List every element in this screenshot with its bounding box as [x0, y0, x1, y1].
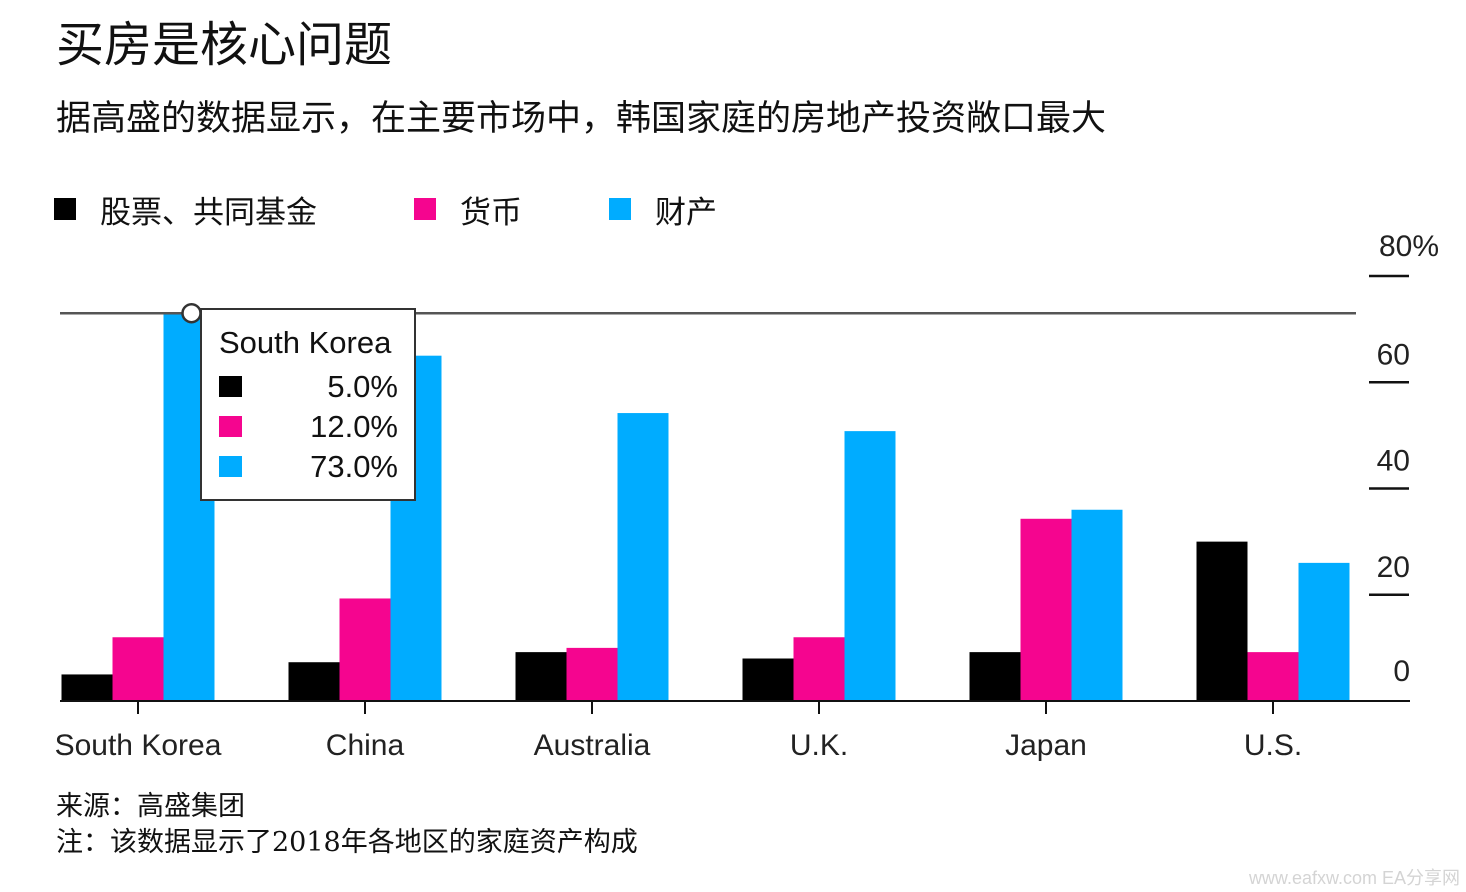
legend-swatch-property [609, 198, 631, 220]
tooltip-value-stocks: 5.0% [327, 369, 398, 404]
tooltip-swatch-stocks [219, 376, 242, 397]
bar-china-series-1[interactable] [339, 598, 391, 701]
legend-item-currency[interactable]: 货币 [414, 187, 609, 232]
source-note: 来源：高盛集团 [56, 791, 245, 822]
legend-label-stocks: 股票、共同基金 [100, 194, 317, 231]
data-note: 注：该数据显示了2018年各地区的家庭资产构成 [56, 827, 638, 858]
x-tick-label: Japan [1005, 729, 1087, 762]
y-tick-label: 0 [1393, 655, 1410, 688]
bar-australia-series-1[interactable] [566, 647, 618, 701]
bar-u-s--series-2[interactable] [1298, 562, 1350, 701]
tooltip-row-stocks: 5.0% [219, 367, 398, 407]
x-tick-label: China [326, 729, 405, 762]
x-tick-label: Australia [534, 729, 651, 762]
x-tick-label: South Korea [55, 729, 222, 762]
x-axis-ticks: South Korea China Australia U.K. Japan U.S. [55, 701, 1302, 762]
tooltip-marker [181, 302, 202, 324]
y-axis-ticks: 0 20 40 60 80% [1369, 230, 1439, 688]
tooltip-row-currency: 12.0% [219, 407, 398, 447]
watermark: www.eafxw.com EA分享网 [1248, 868, 1460, 888]
bar-japan-series-0[interactable] [969, 652, 1021, 701]
bar-u-s--series-1[interactable] [1247, 652, 1299, 701]
bar-china-series-0[interactable] [288, 662, 340, 701]
tooltip-value-currency: 12.0% [310, 409, 398, 444]
y-tick-label: 60 [1377, 338, 1410, 371]
bar-south-korea-series-1[interactable] [112, 637, 164, 701]
bar-u-k--series-1[interactable] [793, 637, 845, 701]
legend-swatch-currency [414, 198, 436, 220]
chart-subtitle: 据高盛的数据显示，在主要市场中，韩国家庭的房地产投资敞口最大 [56, 99, 1107, 139]
legend-swatch-stocks [54, 198, 76, 220]
bar-japan-series-2[interactable] [1071, 509, 1123, 701]
bar-australia-series-0[interactable] [515, 652, 567, 701]
bar-u-k--series-2[interactable] [844, 431, 896, 701]
x-tick-label: U.S. [1244, 729, 1302, 762]
bar-south-korea-series-0[interactable] [61, 674, 113, 701]
bar-u-s--series-0[interactable] [1196, 541, 1248, 701]
legend-label-property: 财产 [655, 194, 717, 231]
bars-layer [61, 313, 1350, 702]
legend-item-stocks[interactable]: 股票、共同基金 [54, 187, 414, 232]
tooltip-swatch-property [219, 456, 242, 477]
legend-item-property[interactable]: 财产 [609, 187, 717, 232]
y-tick-label: 80% [1379, 230, 1439, 263]
tooltip-value-property: 73.0% [310, 449, 398, 484]
legend: 股票、共同基金 货币 财产 [54, 186, 717, 232]
tooltip-title: South Korea [219, 325, 392, 360]
chart-title: 买房是核心问题 [56, 17, 393, 73]
bar-u-k--series-0[interactable] [742, 658, 794, 702]
y-tick-label: 20 [1377, 551, 1410, 584]
y-tick-label: 40 [1377, 445, 1410, 478]
legend-label-currency: 货币 [460, 194, 522, 231]
tooltip-row-property: 73.0% [219, 447, 398, 487]
x-tick-label: U.K. [790, 729, 848, 762]
bar-australia-series-2[interactable] [617, 413, 669, 701]
bar-japan-series-1[interactable] [1020, 518, 1072, 701]
tooltip-swatch-currency [219, 416, 242, 437]
tooltip: South Korea 5.0% 12.0% 73.0% [200, 308, 416, 501]
